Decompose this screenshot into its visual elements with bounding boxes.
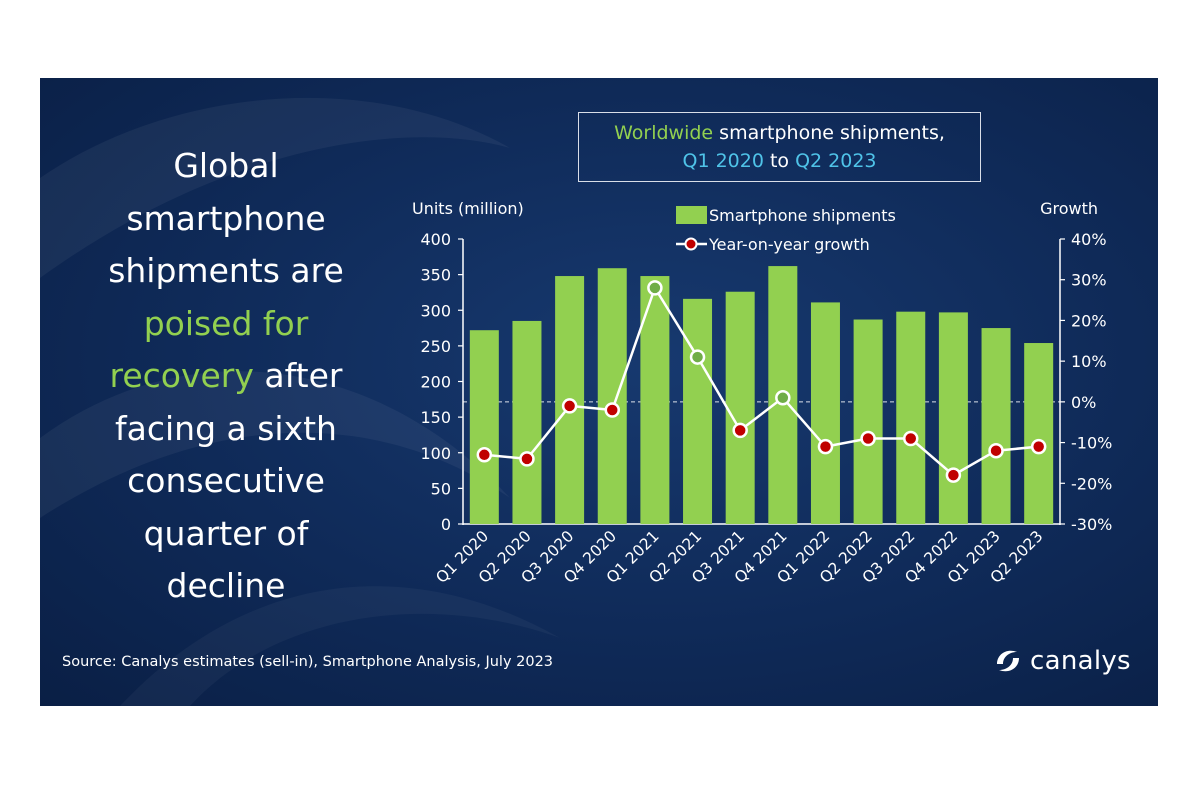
growth-point: [519, 451, 535, 467]
y-tick-label-right: -30%: [1071, 515, 1112, 534]
y-tick-label-left: 150: [420, 408, 451, 427]
y-tick-label-right: 10%: [1071, 352, 1107, 371]
headline-line: smartphone: [126, 198, 326, 238]
headline-line: quarter of: [143, 513, 309, 553]
growth-point: [860, 430, 876, 447]
y-tick-label-left: 0: [441, 515, 451, 534]
title-rest: smartphone shipments,: [713, 122, 945, 144]
growth-point: [604, 402, 620, 418]
legend-line-label: Year-on-year growth: [708, 235, 870, 254]
shipment-bar: [810, 302, 840, 524]
growth-point: [988, 442, 1004, 459]
growth-point: [476, 447, 493, 463]
shipment-bar: [512, 320, 542, 524]
shipment-bar: [981, 328, 1011, 524]
y-tick-label-right: 20%: [1071, 311, 1107, 330]
growth-point: [647, 280, 663, 296]
y-tick-label-right: -20%: [1071, 474, 1112, 493]
growth-point: [775, 390, 791, 406]
shipment-bar: [853, 319, 883, 524]
y-tick-label-left: 400: [420, 230, 451, 249]
y-tick-label-left: 350: [420, 266, 451, 285]
headline: Global smartphone shipments are poised f…: [92, 140, 360, 613]
legend-bar-label: Smartphone shipments: [709, 206, 896, 225]
shipment-bar: [469, 330, 499, 524]
headline-line: decline: [166, 566, 286, 605]
y-tick-label-right: 40%: [1071, 230, 1107, 249]
background-swoosh: [40, 97, 560, 706]
headline-line: facing a sixth: [115, 408, 337, 448]
y-axis-left-label: Units (million): [412, 199, 524, 218]
y-tick-label-right: 0%: [1071, 393, 1096, 412]
headline-highlight: recovery: [109, 356, 254, 395]
legend-line-marker: [684, 237, 698, 251]
y-tick-label-left: 250: [420, 337, 451, 356]
shipment-bar: [938, 312, 968, 524]
y-axis-right-label: Growth: [1040, 199, 1098, 218]
growth-point: [945, 467, 962, 483]
legend-bar-swatch: [676, 206, 707, 224]
headline-highlight: poised for: [143, 303, 309, 343]
headline-line: consecutive: [127, 461, 325, 500]
chart-panel: Global smartphone shipments are poised f…: [40, 78, 1158, 706]
headline-line: Global: [173, 146, 279, 185]
growth-point: [903, 430, 919, 447]
headline-line: shipments are: [108, 251, 344, 290]
y-tick-label-left: 100: [420, 444, 451, 463]
growth-point: [689, 349, 706, 365]
chart-title-box: Worldwide smartphone shipments, Q1 2020 …: [578, 112, 981, 182]
y-tick-label-left: 300: [420, 301, 451, 320]
source-note: Source: Canalys estimates (sell-in), Sma…: [62, 654, 554, 670]
y-tick-label-left: 200: [420, 373, 451, 392]
shipment-bar: [597, 268, 627, 524]
growth-point: [817, 438, 834, 455]
canalys-logo-text: canalys: [1030, 646, 1131, 676]
y-tick-label-right: -10%: [1071, 434, 1112, 453]
shipment-bar: [725, 291, 755, 524]
title-worldwide: Worldwide: [614, 122, 714, 144]
shipment-bar: [683, 298, 713, 524]
canalys-logo-icon: [997, 650, 1019, 672]
chart-svg: Units (million) Growth Smartphone shipme…: [412, 199, 1112, 587]
headline-line: after: [253, 356, 343, 395]
growth-point: [732, 422, 748, 439]
shipment-bar: [896, 311, 926, 524]
shipment-bar: [1024, 343, 1054, 524]
y-tick-label-left: 50: [431, 479, 451, 498]
growth-point: [561, 398, 578, 414]
growth-point: [1030, 438, 1047, 455]
title-start: Q1 2020: [682, 150, 764, 172]
y-tick-label-right: 30%: [1071, 271, 1107, 290]
canalys-logo: canalys: [993, 646, 1131, 676]
title-to: to: [763, 150, 796, 172]
title-end: Q2 2023: [795, 150, 877, 172]
